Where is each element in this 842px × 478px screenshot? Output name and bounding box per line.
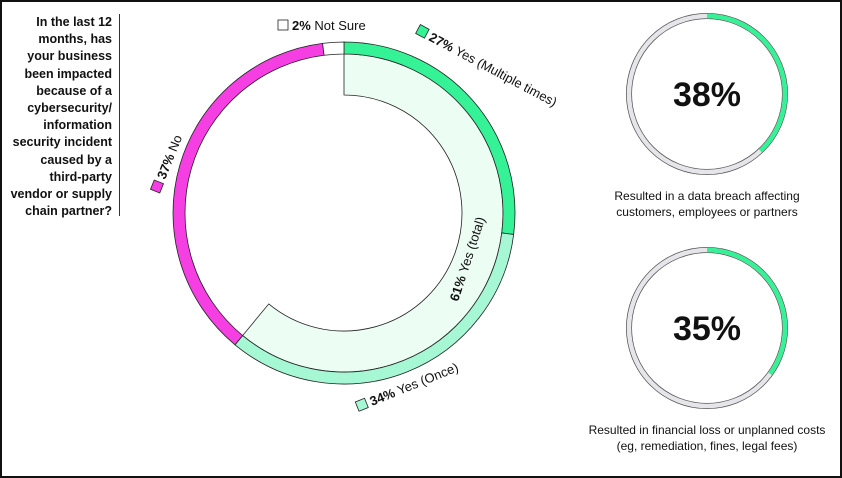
question-text: In the last 12 months, has your business… — [10, 15, 112, 219]
donut-slice-no — [172, 42, 325, 346]
ring-2-progress-arc — [706, 247, 788, 376]
slice-label: 2% Not Sure — [292, 18, 366, 33]
ring-1-value: 38% — [673, 76, 741, 114]
legend-swatch — [149, 179, 165, 194]
legend-swatch — [354, 397, 369, 412]
label-not-sure: 2% Not Sure — [277, 18, 366, 33]
ring-2-caption: Resulted in financial loss or unplanned … — [588, 423, 826, 453]
ring-1-caption: Resulted in a data breach affecting cust… — [614, 189, 800, 219]
donut-slice-not-sure — [322, 41, 345, 56]
legend-swatch — [415, 24, 430, 39]
ring-1-progress-arc — [706, 13, 788, 153]
ring-2-value: 35% — [673, 310, 741, 348]
legend-swatch — [277, 19, 289, 31]
question-divider — [119, 14, 120, 216]
